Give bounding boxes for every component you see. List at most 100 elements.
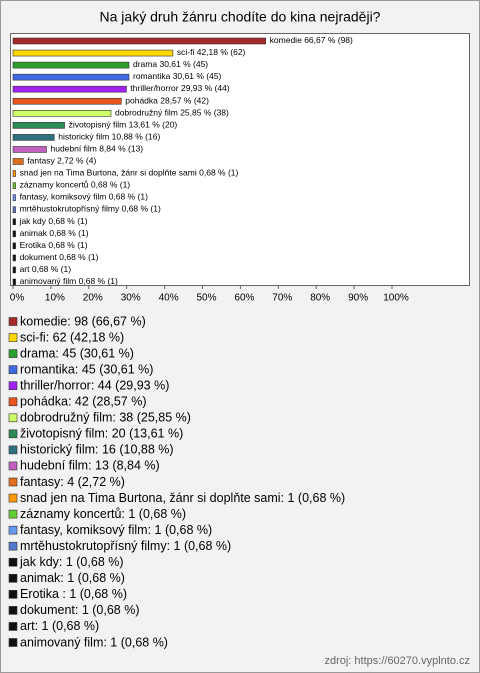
bar <box>12 85 127 93</box>
legend-label: hudební film: 13 (8,84 %) <box>20 459 160 473</box>
legend-label: art: 1 (0,68 %) <box>20 619 99 633</box>
bar <box>12 242 16 250</box>
legend-swatch <box>8 397 18 407</box>
legend-label: thriller/horror: 44 (29,93 %) <box>20 378 169 392</box>
bar-category: dokument <box>20 252 58 262</box>
bar-category: komedie <box>270 35 302 45</box>
bar-label: art 0,68 % (1) <box>20 264 72 274</box>
x-tick-label: 80% <box>310 293 330 304</box>
bar-value-label: 30,61 % (45) <box>159 59 208 69</box>
bar <box>12 61 130 69</box>
bar-category: jak kdy <box>19 216 47 226</box>
bar-label: Erotika 0,68 % (1) <box>20 240 88 250</box>
legend-swatch <box>8 493 18 503</box>
bar-label: animovaný film 0,68 % (1) <box>20 276 118 286</box>
bar-label: snad jen na Tima Burtona, žánr si doplňt… <box>20 168 239 178</box>
bar-value-label: 0,68 % (1) <box>48 216 87 226</box>
bar-label: dobrodružný film 25,85 % (38) <box>115 108 229 118</box>
bar-value-label: 25,85 % (38) <box>180 108 229 118</box>
bar <box>12 110 112 117</box>
x-tick-label: 10% <box>45 293 65 304</box>
bar-value-label: 0,68 % (1) <box>48 240 87 250</box>
legend-swatch <box>8 413 18 423</box>
legend-label: dokument: 1 (0,68 %) <box>20 603 140 617</box>
legend-label: animovaný film: 1 (0,68 %) <box>20 635 168 649</box>
bar-label: drama 30,61 % (45) <box>133 59 208 69</box>
bar-value-label: 0,68 % (1) <box>91 180 130 190</box>
x-tick-label: 40% <box>159 293 179 304</box>
bar-value-label: 0,68 % (1) <box>122 204 161 214</box>
bar-label: jak kdy 0,68 % (1) <box>19 216 88 226</box>
bar <box>12 170 16 177</box>
bar-category: pohádka <box>125 96 158 106</box>
legend-swatch <box>8 525 18 535</box>
legend-swatch <box>8 349 18 358</box>
bar-label: pohádka 28,57 % (42) <box>125 96 209 106</box>
bar-label: animak 0,68 % (1) <box>20 228 89 238</box>
bar-category: fantasy <box>27 156 55 166</box>
x-tick-label: 70% <box>272 293 292 304</box>
x-tick-label: 90% <box>348 293 368 304</box>
bar-category: dobrodružný film <box>115 108 178 118</box>
bar-value-label: 0,68 % (1) <box>59 252 98 262</box>
legend-label: drama: 45 (30,61 %) <box>20 346 134 360</box>
legend-swatch <box>8 541 18 551</box>
x-tick-label: 0% <box>10 293 25 304</box>
bar-value-label: 29,93 % (44) <box>181 83 230 93</box>
bar-label: životopisný film 13,61 % (20) <box>69 120 178 130</box>
bar <box>12 230 16 238</box>
bar <box>12 97 122 105</box>
legend-label: sci-fi: 62 (42,18 %) <box>20 330 124 344</box>
bar-value-label: 2,72 % (4) <box>57 156 96 166</box>
legend-label: Erotika : 1 (0,68 %) <box>20 587 127 601</box>
legend-label: jak kdy: 1 (0,68 %) <box>19 555 124 569</box>
legend-swatch <box>8 365 18 374</box>
bar-label: mrtěhustokrutopřísný filmy 0,68 % (1) <box>20 204 161 214</box>
bar <box>12 206 16 213</box>
bar-category: snad jen na Tima Burtona, žánr si doplňt… <box>20 168 197 178</box>
legend-label: komedie: 98 (66,67 %) <box>20 314 146 328</box>
x-tick-label: 60% <box>234 293 254 304</box>
bar <box>12 49 174 57</box>
legend-label: romantika: 45 (30,61 %) <box>20 362 153 376</box>
bar <box>12 134 55 141</box>
bar-label: fantasy 2,72 % (4) <box>27 156 96 166</box>
legend-swatch <box>8 509 18 519</box>
bar-value-label: 0,68 % (1) <box>49 228 88 238</box>
bar <box>12 266 16 274</box>
bar-category: drama <box>133 59 157 69</box>
legend-swatch <box>8 590 18 599</box>
legend-label: animak: 1 (0,68 %) <box>20 571 125 585</box>
bar-category: sci-fi <box>177 47 195 57</box>
legend-swatch <box>8 429 18 439</box>
legend-swatch <box>8 477 18 487</box>
source: zdroj: https://60270.vyplnto.cz <box>324 655 470 667</box>
bar-category: romantika <box>133 71 171 81</box>
bar-value-label: 10,88 % (16) <box>112 132 161 142</box>
chart-title: Na jaký druh žánru chodíte do kina nejra… <box>100 9 381 25</box>
bar-category: fantasy, komiksový film <box>20 192 107 202</box>
bar <box>12 218 16 226</box>
bar-category: historický film <box>58 132 109 142</box>
bar-label: záznamy koncertů 0,68 % (1) <box>20 180 131 190</box>
bar-category: hudební film <box>51 144 97 154</box>
bar-label: thriller/horror 29,93 % (44) <box>130 83 229 93</box>
bar-label: komedie 66,67 % (98) <box>270 35 353 45</box>
legend-label: dobrodružný film: 38 (25,85 %) <box>20 411 191 425</box>
bar <box>12 37 266 45</box>
bar-label: fantasy, komiksový film 0,68 % (1) <box>20 192 149 202</box>
x-tick-label: 30% <box>121 293 141 304</box>
bar-label: dokument 0,68 % (1) <box>20 252 99 262</box>
legend-swatch <box>8 557 18 567</box>
bar-category: thriller/horror <box>130 83 178 93</box>
legend-label: historický film: 16 (10,88 %) <box>20 443 174 457</box>
bar-value-label: 42,18 % (62) <box>197 47 246 57</box>
legend-swatch <box>8 461 18 471</box>
bar-value-label: 8,84 % (13) <box>99 144 143 154</box>
legend-swatch <box>8 333 18 342</box>
legend-label: fantasy, komiksový film: 1 (0,68 %) <box>20 523 212 537</box>
bar-value-label: 66,67 % (98) <box>304 35 353 45</box>
bar <box>12 146 47 153</box>
bar-label: romantika 30,61 % (45) <box>133 71 222 81</box>
bar-value-label: 0,68 % (1) <box>32 264 71 274</box>
